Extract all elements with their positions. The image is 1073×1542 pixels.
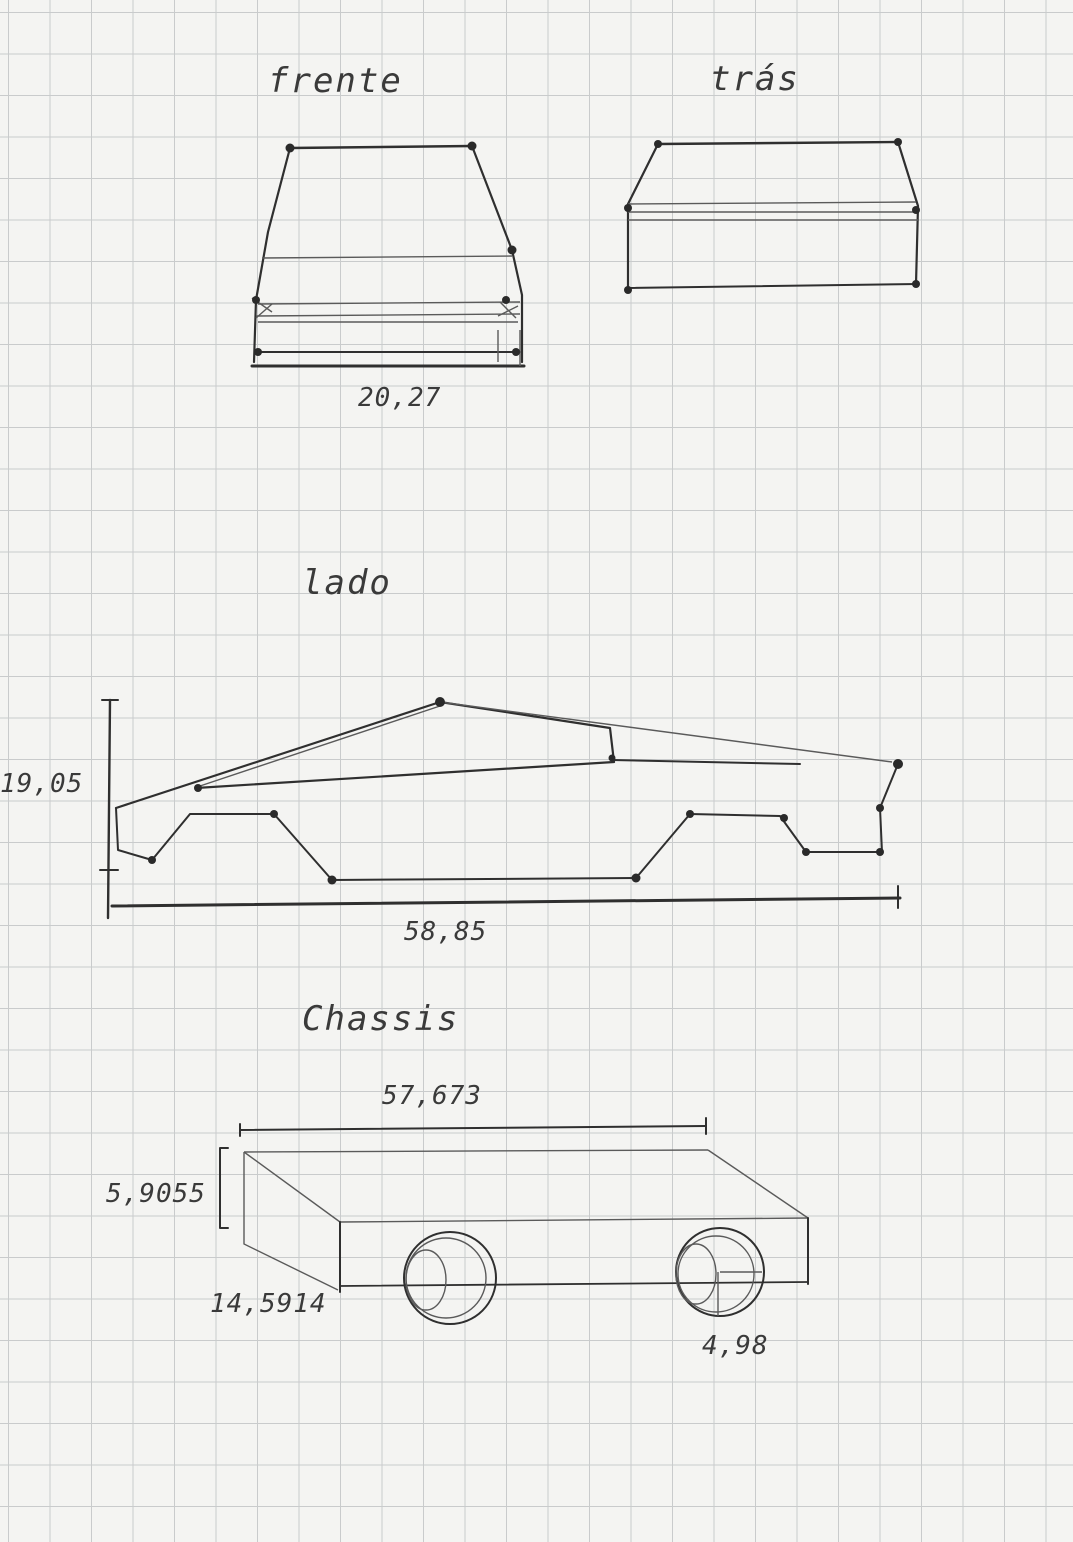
side-view: lado xyxy=(0,563,903,947)
front-width-dimension: 20,27 xyxy=(358,383,441,413)
front-view-label: frente xyxy=(268,61,403,101)
front-view: frente 20,27 xyxy=(250,61,526,413)
chassis-length-dimension: 57,673 xyxy=(382,1081,482,1111)
side-height-dimension: 19,05 xyxy=(0,769,83,799)
chassis-label: Chassis xyxy=(302,999,459,1039)
chassis-height-dimension: 5,9055 xyxy=(106,1179,206,1209)
side-view-label: lado xyxy=(302,563,392,603)
chassis-depth-dimension: 14,5914 xyxy=(210,1289,327,1319)
side-length-dimension: 58,85 xyxy=(404,917,487,947)
front-view-outline xyxy=(250,141,526,368)
chassis-view: Chassis 57,673 xyxy=(106,999,809,1361)
side-view-outline xyxy=(99,697,903,920)
chassis-outline xyxy=(219,1117,809,1325)
wheel-diameter-dimension: 4,98 xyxy=(702,1331,769,1361)
rear-view-outline xyxy=(624,138,920,294)
rear-view: trás xyxy=(624,59,920,294)
rear-view-label: trás xyxy=(710,59,800,99)
